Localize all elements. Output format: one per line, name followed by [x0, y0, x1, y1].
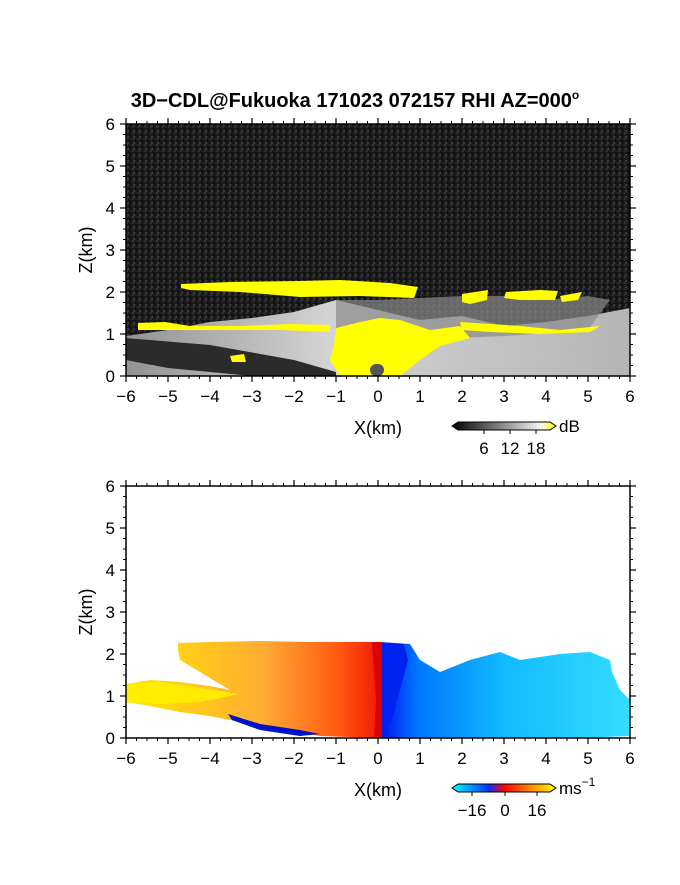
x-tick-label: −1 [326, 749, 345, 768]
x-tick-label: 3 [499, 749, 508, 768]
cloud-layer-upper [181, 280, 418, 298]
x-tick-label: 5 [583, 387, 592, 406]
axes-top: −6 −5 −4 −3 −2 −1 0 1 2 3 4 5 6 0 1 2 3 4 5 6 X(km) Z(km) [76, 115, 636, 438]
shadow-band [126, 330, 336, 376]
x-tick-label: 5 [583, 749, 592, 768]
y-tick-label: 4 [106, 199, 115, 218]
y-tick-label: 2 [106, 645, 115, 664]
ground-source [370, 364, 384, 376]
colorbar-tick-label: 18 [527, 439, 546, 458]
cloud-patch-b [504, 290, 558, 300]
x-axis-label: X(km) [354, 418, 402, 438]
cloud-patch-c [560, 292, 582, 302]
x-tick-label: 1 [415, 387, 424, 406]
y-axis-label: Z(km) [76, 227, 96, 274]
colorbar-unit-exponent: −1 [582, 775, 596, 789]
high-signal-yellow [138, 280, 600, 376]
x-tick-label: 2 [457, 387, 466, 406]
x-tick-label: 6 [625, 749, 634, 768]
x-tick-label: 2 [457, 749, 466, 768]
x-tick-label: 0 [373, 749, 382, 768]
figure-title: 3D−CDL@Fukuoka 171023 072157 RHI AZ=000o [131, 88, 580, 112]
x-tick-label: −6 [116, 749, 135, 768]
boundary-layer-yellow [126, 682, 240, 704]
x-tick-label: −1 [326, 387, 345, 406]
y-tick-label: 6 [106, 115, 115, 134]
near-field-left-edge [230, 354, 246, 362]
negative-velocity-region [380, 642, 630, 738]
y-tick-label: 1 [106, 325, 115, 344]
x-axis-label: X(km) [354, 780, 402, 800]
x-tick-label: −2 [284, 387, 303, 406]
colorbar-bar [451, 421, 557, 431]
x-tick-label: −2 [284, 749, 303, 768]
near-source-blue [380, 642, 408, 738]
y-tick-label: 2 [106, 283, 115, 302]
axes-bottom: −6 −5 −4 −3 −2 −1 0 1 2 3 4 5 6 0 1 2 3 4 5 6 X(km) Z(km) [76, 477, 636, 800]
velocity-panel [125, 485, 631, 739]
colorbar-unit: dB [559, 417, 580, 436]
colorbar-top: 6 12 18 dB [451, 417, 580, 458]
colorbar-tick-label: −16 [458, 801, 487, 820]
edge-blue-streak [228, 714, 320, 736]
x-tick-label: 1 [415, 749, 424, 768]
x-tick-label: −5 [158, 749, 177, 768]
y-tick-label: 1 [106, 687, 115, 706]
velocity-field [126, 641, 630, 738]
positive-velocity-region [126, 641, 380, 738]
x-tick-label: −5 [158, 387, 177, 406]
near-field [330, 318, 470, 376]
cloud-layer-lower-left [138, 322, 330, 332]
x-tick-label: 3 [499, 387, 508, 406]
cloud-layer-lower-right [460, 322, 600, 334]
colorbar-unit: ms−1 [559, 775, 596, 798]
colorbar-tick-label: 16 [528, 801, 547, 820]
y-tick-label: 5 [106, 519, 115, 538]
y-axis-label: Z(km) [76, 589, 96, 636]
x-tick-label: 4 [541, 749, 550, 768]
x-tick-label: −4 [200, 749, 219, 768]
x-tick-label: 0 [373, 387, 382, 406]
x-tick-label: −3 [242, 749, 261, 768]
y-tick-label: 3 [106, 241, 115, 260]
x-tick-label: 4 [541, 387, 550, 406]
cloud-patch-a [462, 290, 488, 304]
colorbar-tick-label: 6 [479, 439, 488, 458]
y-tick-label: 3 [106, 603, 115, 622]
y-tick-label: 5 [106, 157, 115, 176]
y-tick-label: 4 [106, 561, 115, 580]
colorbar-tick-label: 0 [500, 801, 509, 820]
colorbar-bottom: −16 0 16 ms−1 [451, 775, 596, 820]
colorbar-bar [451, 783, 557, 793]
x-tick-label: −6 [116, 387, 135, 406]
red-shear-line [372, 642, 382, 738]
y-tick-label: 6 [106, 477, 115, 496]
reflectivity-panel [125, 123, 631, 377]
y-tick-label: 0 [106, 729, 115, 748]
y-tick-label: 0 [106, 367, 115, 386]
x-tick-label: −4 [200, 387, 219, 406]
x-tick-label: −3 [242, 387, 261, 406]
colorbar-tick-label: 12 [501, 439, 520, 458]
x-tick-label: 6 [625, 387, 634, 406]
